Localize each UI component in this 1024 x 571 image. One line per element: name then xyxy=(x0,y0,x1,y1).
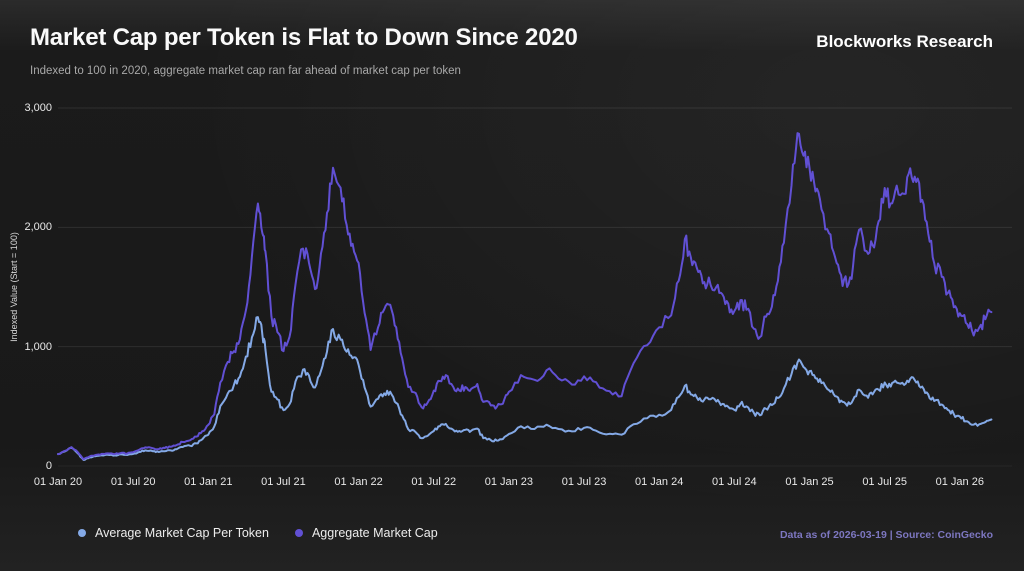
x-tick-label: 01 Jul 24 xyxy=(712,476,757,488)
chart-header: Market Cap per Token is Flat to Down Sin… xyxy=(30,24,994,77)
y-tick-label: 3,000 xyxy=(24,102,52,114)
y-tick-label: 2,000 xyxy=(24,221,52,234)
page-title: Market Cap per Token is Flat to Down Sin… xyxy=(30,24,578,51)
legend-item-average: Average Market Cap Per Token xyxy=(78,526,269,540)
x-tick-label: 01 Jan 20 xyxy=(33,476,83,488)
chart-subtitle: Indexed to 100 in 2020, aggregate market… xyxy=(30,65,461,77)
y-tick-label: 0 xyxy=(45,460,52,472)
legend-item-aggregate: Aggregate Market Cap xyxy=(294,526,438,540)
y-tick-label: 1,000 xyxy=(24,340,52,353)
legend-dot-icon xyxy=(78,529,86,537)
x-tick-label: 01 Jan 23 xyxy=(484,476,534,488)
x-tick-label: 01 Jan 22 xyxy=(334,476,383,488)
series-line-average xyxy=(57,316,993,461)
x-tick-label: 01 Jan 25 xyxy=(785,476,834,488)
x-tick-label: 01 Jul 22 xyxy=(411,476,457,488)
legend-label: Aggregate Market Cap xyxy=(311,526,438,540)
legend-dot-icon xyxy=(294,529,303,537)
legend-label: Average Market Cap Per Token xyxy=(95,526,269,540)
x-tick-label: 01 Jul 21 xyxy=(261,476,306,488)
x-tick-label: 01 Jan 26 xyxy=(935,476,984,488)
series-line-aggregate xyxy=(57,132,993,461)
brand-logo: Blockworks Research xyxy=(816,32,993,51)
chart-legend: Average Market Cap Per Token Aggregate Ma… xyxy=(78,526,438,540)
data-source-note: Data as of 2026-03-19 | Source: CoinGeck… xyxy=(779,529,993,541)
x-tick-label: 01 Jul 25 xyxy=(862,476,907,488)
x-tick-label: 01 Jul 20 xyxy=(110,476,156,488)
x-tick-label: 01 Jan 24 xyxy=(635,476,684,488)
x-tick-label: 01 Jul 23 xyxy=(561,476,607,488)
x-tick-label: 01 Jan 21 xyxy=(184,476,233,488)
